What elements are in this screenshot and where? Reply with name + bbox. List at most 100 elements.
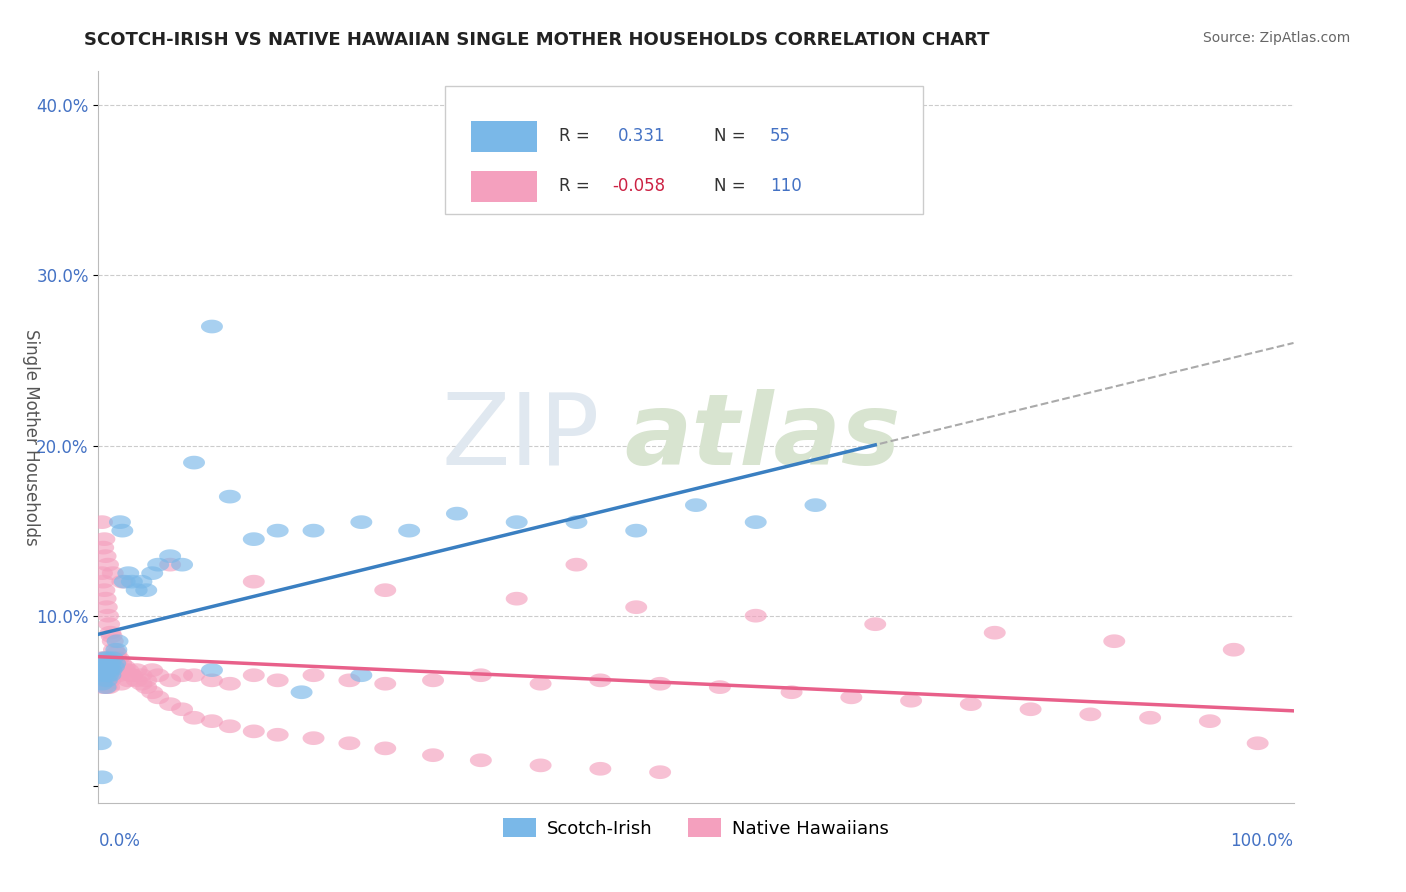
Point xyxy=(350,668,373,682)
Text: 100.0%: 100.0% xyxy=(1230,832,1294,850)
Point xyxy=(446,507,468,521)
Point xyxy=(90,668,112,682)
Point xyxy=(100,663,122,677)
Point xyxy=(108,515,131,529)
Point xyxy=(91,657,114,671)
Point xyxy=(1139,711,1161,725)
Point xyxy=(201,673,224,688)
Point xyxy=(648,677,672,691)
Point xyxy=(172,668,194,682)
Point xyxy=(91,541,114,555)
Point xyxy=(745,515,768,529)
Point xyxy=(1104,634,1126,648)
Point xyxy=(101,668,124,682)
Point xyxy=(131,574,153,589)
Point xyxy=(100,663,122,677)
Point xyxy=(626,600,648,615)
Point xyxy=(103,659,125,673)
Point xyxy=(97,558,120,572)
Point xyxy=(111,524,134,538)
Text: N =: N = xyxy=(714,178,751,195)
Point xyxy=(648,765,672,780)
Text: N =: N = xyxy=(714,128,751,145)
Point xyxy=(94,651,117,665)
Point xyxy=(98,663,121,677)
Point xyxy=(121,574,143,589)
Point xyxy=(104,657,127,671)
Text: R =: R = xyxy=(558,128,595,145)
Point xyxy=(101,634,124,648)
Point xyxy=(125,663,148,677)
Bar xyxy=(471,121,537,152)
Point xyxy=(101,651,124,665)
Text: -0.058: -0.058 xyxy=(613,178,665,195)
Point xyxy=(865,617,887,632)
Point xyxy=(780,685,803,699)
Point xyxy=(159,549,181,563)
Point xyxy=(98,663,121,677)
Text: R =: R = xyxy=(558,178,595,195)
Point xyxy=(374,677,396,691)
Point xyxy=(91,659,114,673)
Point xyxy=(565,558,588,572)
Point xyxy=(91,677,114,691)
Point xyxy=(565,515,588,529)
Point xyxy=(98,680,121,694)
Point xyxy=(148,558,170,572)
Point xyxy=(91,680,114,694)
Point xyxy=(470,753,492,767)
Point xyxy=(984,625,1007,640)
Point xyxy=(530,677,553,691)
Point xyxy=(117,673,139,688)
Point xyxy=(111,574,134,589)
Point xyxy=(91,566,114,581)
Point xyxy=(243,724,266,739)
Point xyxy=(302,524,325,538)
Point xyxy=(1019,702,1042,716)
Point xyxy=(243,668,266,682)
Text: 55: 55 xyxy=(770,128,792,145)
Point xyxy=(589,673,612,688)
Point xyxy=(172,702,194,716)
Point xyxy=(90,736,112,750)
Point xyxy=(172,558,194,572)
Point xyxy=(96,673,118,688)
Point xyxy=(470,668,492,682)
Point xyxy=(114,659,136,673)
Point xyxy=(135,673,157,688)
Legend: Scotch-Irish, Native Hawaiians: Scotch-Irish, Native Hawaiians xyxy=(496,811,896,845)
Point xyxy=(141,663,163,677)
Point xyxy=(183,456,205,470)
Point xyxy=(1247,736,1270,750)
Point xyxy=(96,680,118,694)
Point xyxy=(107,668,129,682)
Point xyxy=(121,668,143,682)
Point xyxy=(1080,707,1102,722)
Point xyxy=(93,668,115,682)
Point xyxy=(100,629,122,643)
Point xyxy=(530,758,553,772)
Text: 0.331: 0.331 xyxy=(619,128,666,145)
Point xyxy=(97,651,120,665)
Point xyxy=(685,498,707,512)
Point xyxy=(131,668,153,682)
Point xyxy=(626,524,648,538)
Point xyxy=(98,659,121,673)
Point xyxy=(91,651,114,665)
Point xyxy=(105,651,128,665)
Point xyxy=(135,680,157,694)
Text: atlas: atlas xyxy=(624,389,901,485)
Point xyxy=(804,498,827,512)
Point xyxy=(960,697,983,711)
Point xyxy=(267,524,290,538)
Point xyxy=(350,515,373,529)
Point xyxy=(302,731,325,746)
Point xyxy=(98,668,122,682)
Point xyxy=(105,642,128,657)
Point xyxy=(398,524,420,538)
Point xyxy=(103,659,125,673)
Point xyxy=(219,677,242,691)
Point xyxy=(709,680,731,694)
Point xyxy=(91,770,114,784)
Y-axis label: Single Mother Households: Single Mother Households xyxy=(22,329,41,545)
